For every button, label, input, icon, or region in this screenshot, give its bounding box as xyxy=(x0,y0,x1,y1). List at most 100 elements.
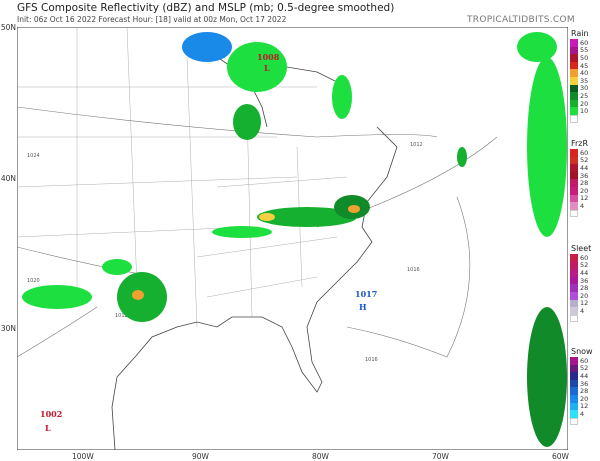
legend-entry: 28 xyxy=(568,284,600,292)
legend-swatch xyxy=(570,402,578,411)
legend-label: 36 xyxy=(580,276,589,285)
legend-label: 20 xyxy=(580,394,589,403)
legend-label: 28 xyxy=(580,387,589,396)
isobar-label: 1024 xyxy=(27,153,40,159)
legend-entry: 60 xyxy=(568,39,600,47)
legend-label: 52 xyxy=(580,156,589,165)
legend-label: 60 xyxy=(580,148,589,157)
legend-swatch xyxy=(570,357,578,365)
state-borders xyxy=(17,27,348,328)
legend-label: 44 xyxy=(580,163,589,172)
legend-entry: 44 xyxy=(568,372,600,380)
legend-label: 12 xyxy=(580,194,589,203)
legend-entry: 20 xyxy=(568,395,600,403)
legend-swatch xyxy=(570,84,578,93)
legend-swatch xyxy=(570,186,578,195)
legend-swatch xyxy=(570,76,578,85)
low-pressure-symbol: L xyxy=(45,423,51,433)
legend-swatch xyxy=(570,269,578,277)
legend-entry: 45 xyxy=(568,62,600,70)
lat-label: 40N xyxy=(0,174,16,183)
isobar-label: 1012 xyxy=(115,313,128,319)
legend-snow: Snow 60 52 44 36 28 20 12 4 xyxy=(568,346,600,426)
legend-entry: 12 xyxy=(568,194,600,203)
legend-label: 4 xyxy=(580,201,585,210)
legend-label: 12 xyxy=(580,299,589,308)
pressure-value: 1002 xyxy=(40,409,62,419)
high-pressure-symbol: H xyxy=(359,302,367,312)
legend-swatch xyxy=(570,46,578,55)
legend-swatch xyxy=(570,171,578,180)
legend-entry: 52 xyxy=(568,156,600,165)
legend-label: 55 xyxy=(580,46,589,55)
legend-label: 44 xyxy=(580,371,589,380)
legend-swatch xyxy=(570,61,578,70)
legend-entry: 4 xyxy=(568,410,600,418)
lat-label: 50N xyxy=(0,23,16,32)
legend-entry: 44 xyxy=(568,269,600,277)
legend-entry: 60 xyxy=(568,357,600,365)
lon-label: 80W xyxy=(312,452,329,461)
legend-label: 45 xyxy=(580,61,589,70)
legend-entry: 52 xyxy=(568,364,600,373)
isobar-label: 1016 xyxy=(365,357,378,363)
legend-swatch xyxy=(570,307,578,315)
legend-label: 60 xyxy=(580,38,589,47)
legend-entry: 60 xyxy=(568,149,600,157)
lon-label: 60W xyxy=(552,452,569,461)
legend-entry: 36 xyxy=(568,172,600,180)
precipitation xyxy=(22,32,567,447)
legend-label: 40 xyxy=(580,69,589,78)
isobar-label: 1012 xyxy=(410,142,423,148)
legend-swatch xyxy=(570,299,578,308)
legend-label: 25 xyxy=(580,91,589,100)
legend-entry: 55 xyxy=(568,46,600,55)
legend-label: 35 xyxy=(580,76,589,85)
legend-entry: 35 xyxy=(568,77,600,85)
legend-swatch xyxy=(570,261,578,270)
legend-title: FrzR xyxy=(571,139,589,148)
legend-label: 4 xyxy=(580,306,585,315)
legend-swatch xyxy=(570,69,578,77)
legend-label: 36 xyxy=(580,171,589,180)
legend-label: 10 xyxy=(580,107,589,116)
legend-label: 52 xyxy=(580,364,589,373)
pressure-value: 1008 xyxy=(257,52,280,62)
legend-label: 28 xyxy=(580,179,589,188)
legend-swatch xyxy=(570,179,578,187)
low-pressure-symbol: L xyxy=(264,63,270,73)
lon-label: 100W xyxy=(72,452,94,461)
legend-entry: 25 xyxy=(568,92,600,100)
map-title: GFS Composite Reflectivity (dBZ) and MSL… xyxy=(17,2,395,14)
legend-entry: 20 xyxy=(568,100,600,108)
legend-swatch xyxy=(570,164,578,172)
legend-swatch xyxy=(570,202,578,210)
legend-swatch xyxy=(570,39,578,47)
legend-swatch xyxy=(570,254,578,262)
legend-label: 52 xyxy=(580,261,589,270)
legend-entry: 30 xyxy=(568,84,600,93)
lon-label: 90W xyxy=(192,452,209,461)
legend-label: 20 xyxy=(580,291,589,300)
legend-label: 30 xyxy=(580,84,589,93)
legend-entry: 12 xyxy=(568,299,600,308)
legend-freezing-rain: FrzR 60 52 44 36 28 20 12 4 xyxy=(568,138,600,218)
legend-swatch xyxy=(570,387,578,395)
legend-entry: 50 xyxy=(568,54,600,62)
legend-swatch xyxy=(570,156,578,165)
forecast-info: Init: 06z Oct 16 2022 Forecast Hour: [18… xyxy=(17,15,287,24)
legend-swatch xyxy=(570,410,578,418)
legend-entry: 10 xyxy=(568,107,600,115)
legend-entry: 44 xyxy=(568,164,600,172)
legend-label: 12 xyxy=(580,402,589,411)
legend-label: 20 xyxy=(580,99,589,108)
brand-watermark: TROPICALTIDBITS.COM xyxy=(467,15,575,25)
legend-swatch xyxy=(570,372,578,380)
lon-label: 70W xyxy=(432,452,449,461)
legend-title: Rain xyxy=(571,29,589,38)
reflectivity-map: 1012 1016 1016 1020 1024 1012 1008 L 101… xyxy=(17,27,568,450)
legend-swatch xyxy=(570,379,578,388)
legend-entry: 52 xyxy=(568,261,600,270)
isobar-label: 1016 xyxy=(407,267,420,273)
legend-swatch xyxy=(570,284,578,292)
